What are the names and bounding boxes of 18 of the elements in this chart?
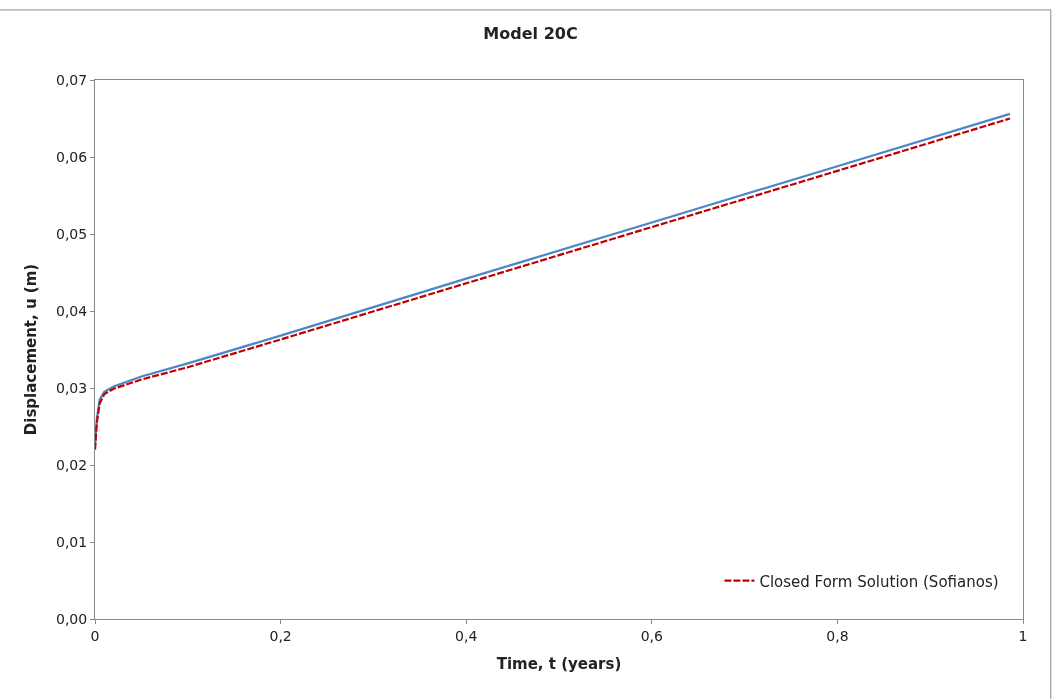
y-tick-label: 0,01 — [56, 533, 88, 550]
x-tick-label: 0,4 — [455, 627, 478, 644]
x-tick-label: 0,6 — [640, 627, 664, 644]
y-tick-label: 0,03 — [56, 379, 88, 396]
x-axis-title: Time, t (years) — [496, 654, 622, 673]
x-tick-label: 0,8 — [826, 627, 849, 644]
y-tick-label: 0,02 — [56, 456, 88, 473]
y-tick-label: 0,06 — [56, 148, 88, 165]
y-tick-label: 0,05 — [56, 225, 88, 242]
x-tick-label: 1 — [1018, 627, 1028, 644]
y-tick-label: 0,00 — [56, 610, 88, 627]
y-axis-title: Displacement, u (m) — [22, 263, 41, 436]
x-tick-label: 0 — [90, 627, 100, 644]
x-tick-label: 0,2 — [269, 627, 292, 644]
y-tick-label: 0,07 — [56, 71, 88, 88]
chart-title: Model 20C — [483, 24, 578, 44]
y-tick-label: 0,04 — [56, 302, 88, 319]
legend-label: Closed Form Solution (Sofianos) — [759, 572, 999, 591]
